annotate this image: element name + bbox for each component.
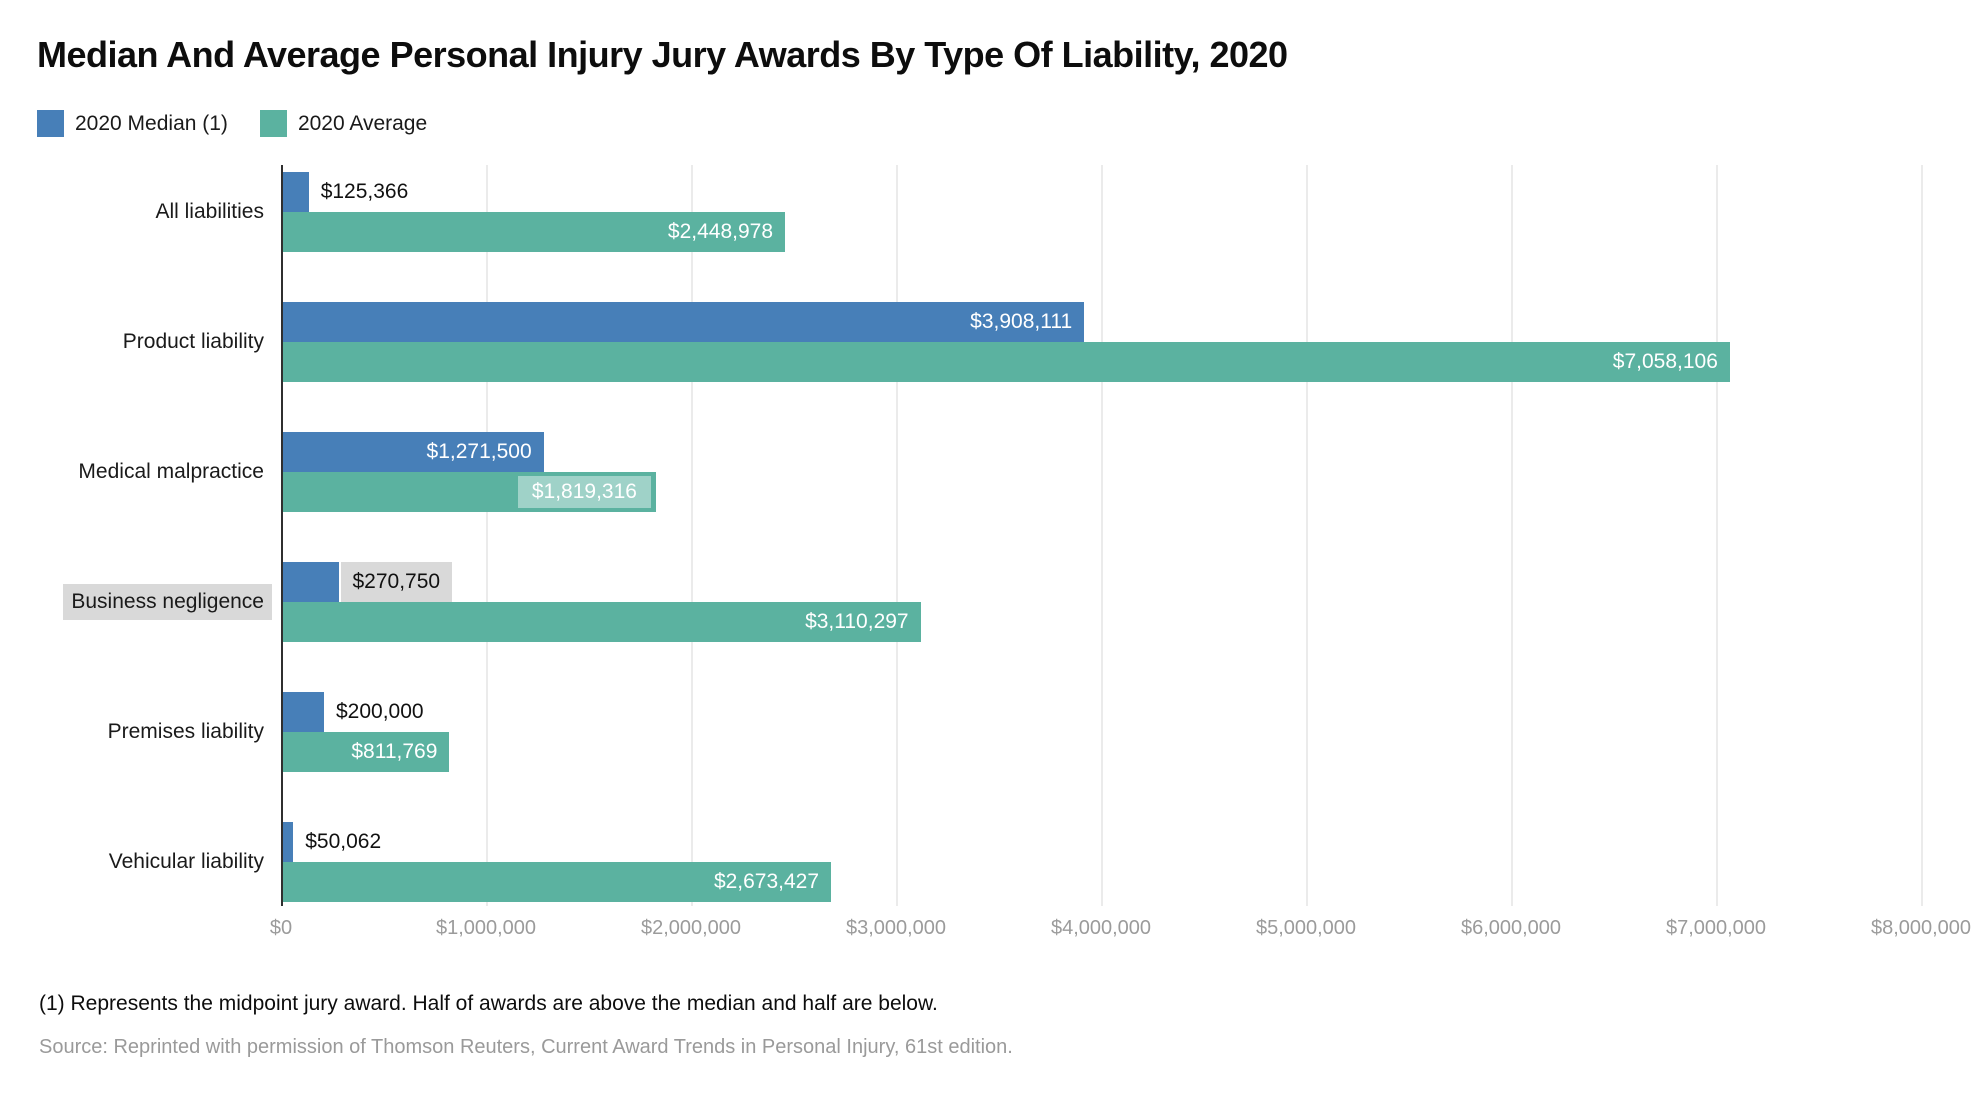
bar-value-label: $50,062: [305, 830, 382, 853]
gridline: [1101, 165, 1103, 906]
gridline: [1511, 165, 1513, 906]
bar-value-label: $125,366: [320, 180, 409, 203]
chart-title: Median And Average Personal Injury Jury …: [37, 34, 1288, 75]
average-bar[interactable]: $2,673,427: [283, 862, 832, 902]
bar-value-label: $1,819,316: [517, 476, 651, 508]
x-tick-label: $8,000,000: [1870, 917, 1972, 939]
category-label-text: Vehicular liability: [108, 850, 264, 873]
gridline: [1921, 165, 1923, 906]
average-bar[interactable]: $1,819,316: [283, 472, 656, 512]
category-label: Premises liability: [0, 712, 272, 752]
category-label-text: Business negligence: [63, 584, 272, 620]
bar-value-label: $3,908,111: [970, 310, 1073, 333]
median-bar[interactable]: [283, 692, 324, 732]
gridline: [896, 165, 898, 906]
x-tick-label: $4,000,000: [1050, 917, 1152, 939]
average-bar[interactable]: $811,769: [283, 732, 450, 772]
bar-chart: All liabilities $125,366 $2,448,978 Product…: [0, 165, 1986, 965]
x-tick-label: $1,000,000: [435, 917, 537, 939]
gridline: [1716, 165, 1718, 906]
category-label-text: All liabilities: [155, 200, 264, 223]
bar-value-label: $7,058,106: [1612, 350, 1718, 373]
category-label: Business negligence: [0, 582, 272, 622]
average-bar[interactable]: $7,058,106: [283, 342, 1730, 382]
plot-area: All liabilities $125,366 $2,448,978 Product…: [0, 165, 1986, 906]
x-tick-label: $7,000,000: [1665, 917, 1767, 939]
category-label-text: Medical malpractice: [78, 460, 264, 483]
legend-label-average: 2020 Average: [297, 111, 428, 135]
bar-value-label: $200,000: [336, 700, 424, 723]
average-swatch-icon: [259, 110, 287, 137]
category-label: Product liability: [0, 322, 272, 362]
category-label: All liabilities: [0, 192, 272, 232]
bar-value-label: $3,110,297: [805, 610, 909, 633]
legend-item-average[interactable]: 2020 Average: [259, 110, 428, 137]
median-swatch-icon: [37, 110, 64, 137]
bar-value-label: $2,673,427: [713, 870, 820, 893]
average-bar[interactable]: $2,448,978: [283, 212, 786, 252]
x-tick-label: $5,000,000: [1255, 917, 1357, 939]
category-label: Medical malpractice: [0, 452, 272, 492]
legend-item-median[interactable]: 2020 Median (1): [37, 110, 228, 137]
x-tick-label: $3,000,000: [845, 917, 947, 939]
bar-value-label: $1,271,500: [426, 440, 532, 463]
y-axis-line: [281, 165, 283, 906]
bar-value-label: $270,750: [340, 562, 453, 602]
gridline: [486, 165, 488, 906]
x-tick-label: $2,000,000: [640, 917, 742, 939]
gridline: [691, 165, 693, 906]
footnote: (1) Represents the midpoint jury award. …: [39, 992, 938, 1015]
source-line: Source: Reprinted with permission of Tho…: [39, 1036, 1013, 1058]
x-tick-label: $6,000,000: [1460, 917, 1562, 939]
legend: 2020 Median (1) 2020 Average: [37, 110, 427, 137]
median-bar[interactable]: [283, 822, 294, 862]
bar-value-label: $811,769: [351, 740, 438, 763]
gridline: [1306, 165, 1308, 906]
category-label: Vehicular liability: [0, 842, 272, 882]
median-bar[interactable]: [283, 172, 309, 212]
legend-label-median: 2020 Median (1): [75, 111, 228, 135]
median-bar[interactable]: [283, 562, 339, 602]
category-label-text: Premises liability: [107, 720, 264, 743]
bar-value-label: $2,448,978: [667, 220, 774, 243]
category-label-text: Product liability: [122, 330, 264, 353]
median-bar[interactable]: $1,271,500: [283, 432, 544, 472]
x-tick-label: $0: [269, 917, 293, 939]
average-bar[interactable]: $3,110,297: [283, 602, 921, 642]
median-bar[interactable]: $3,908,111: [283, 302, 1085, 342]
